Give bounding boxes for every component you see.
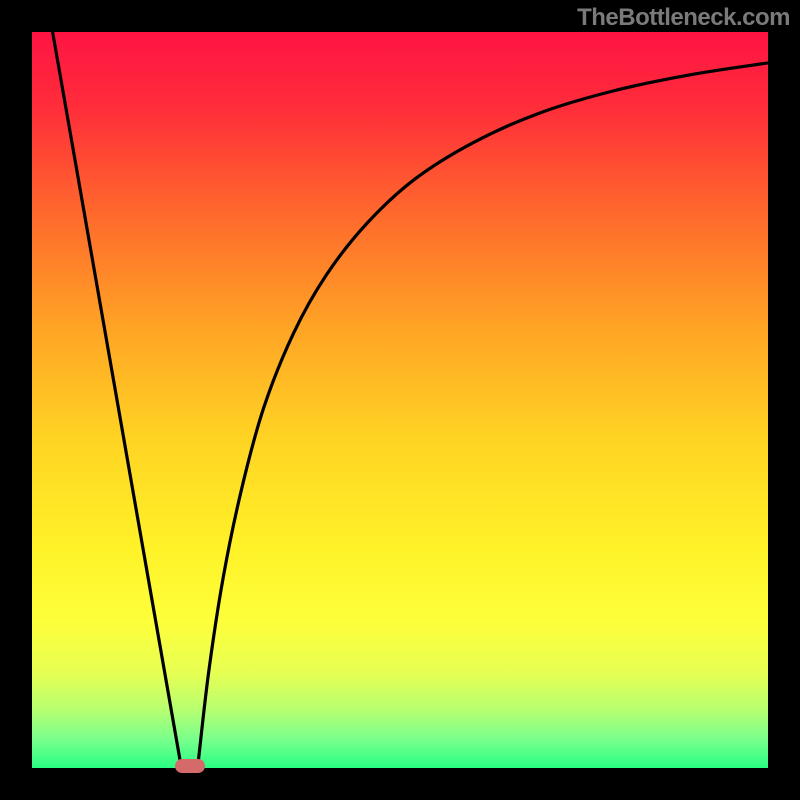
plot-area <box>32 32 768 768</box>
minimum-marker <box>175 759 205 773</box>
figure-container: TheBottleneck.com <box>0 0 800 800</box>
bottleneck-curve <box>198 63 768 768</box>
curve-layer <box>32 32 768 768</box>
watermark-text: TheBottleneck.com <box>577 4 790 32</box>
bottleneck-curve <box>53 32 182 768</box>
